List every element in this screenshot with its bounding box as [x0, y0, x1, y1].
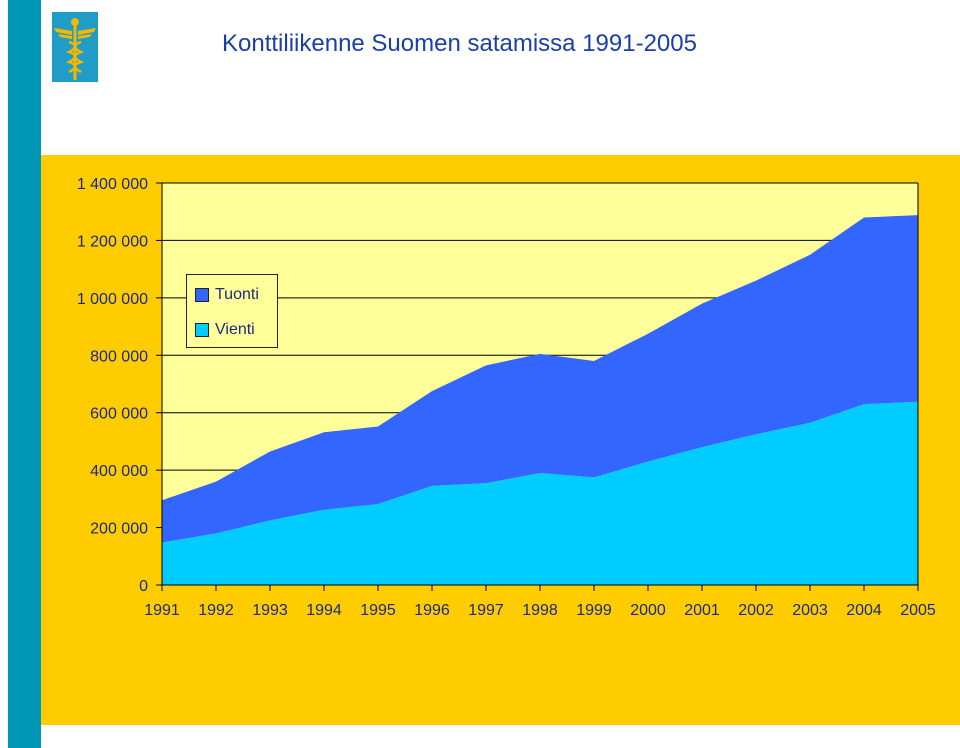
x-tick-label-1995: 1995 [360, 602, 396, 619]
container-traffic-area-chart: 0 200 000 400 000 600 000 800 000 1 000 000 1 … [77, 176, 936, 619]
legend-swatch-tuonti [195, 288, 209, 302]
y-tick-label-7: 1 400 000 [77, 176, 148, 193]
y-tick-label-0: 0 [139, 578, 148, 595]
x-tick-label-1998: 1998 [522, 602, 558, 619]
x-tick-label-2001: 2001 [684, 602, 720, 619]
x-tick-label-1999: 1999 [576, 602, 612, 619]
x-tick-label-2004: 2004 [846, 602, 882, 619]
x-tick-label-2005: 2005 [900, 602, 936, 619]
x-tick-label-2003: 2003 [792, 602, 828, 619]
x-tick-label-1992: 1992 [198, 602, 234, 619]
page-title: Konttiliikenne Suomen satamissa 1991-200… [222, 30, 697, 57]
area-series-vienti [162, 401, 918, 585]
side-accent-bar [8, 0, 41, 748]
caduceus-icon [54, 18, 96, 80]
caduceus-logo [52, 12, 98, 82]
x-tick-label-1997: 1997 [468, 602, 504, 619]
legend-item-tuonti: Tuonti [195, 285, 259, 305]
x-tick-label-1996: 1996 [414, 602, 450, 619]
x-tick-label-2000: 2000 [630, 602, 666, 619]
legend-item-vienti: Vienti [195, 320, 255, 340]
x-tick-label-1991: 1991 [144, 602, 180, 619]
x-tick-label-1994: 1994 [306, 602, 342, 619]
chart-legend: Tuonti Vienti [186, 274, 278, 348]
legend-label-tuonti: Tuonti [215, 286, 259, 303]
legend-swatch-vienti [195, 323, 209, 337]
x-tick-label-1993: 1993 [252, 602, 288, 619]
chart-panel: 0 200 000 400 000 600 000 800 000 1 000 000 1 … [41, 155, 960, 725]
y-tick-label-5: 1 000 000 [77, 291, 148, 308]
y-tick-label-3: 600 000 [90, 406, 148, 423]
legend-label-vienti: Vienti [215, 321, 255, 338]
y-tick-label-4: 800 000 [90, 348, 148, 365]
y-tick-label-6: 1 200 000 [77, 233, 148, 250]
y-tick-label-1: 200 000 [90, 521, 148, 538]
y-tick-label-2: 400 000 [90, 463, 148, 480]
area-series-tuonti [162, 215, 918, 543]
x-tick-label-2002: 2002 [738, 602, 774, 619]
